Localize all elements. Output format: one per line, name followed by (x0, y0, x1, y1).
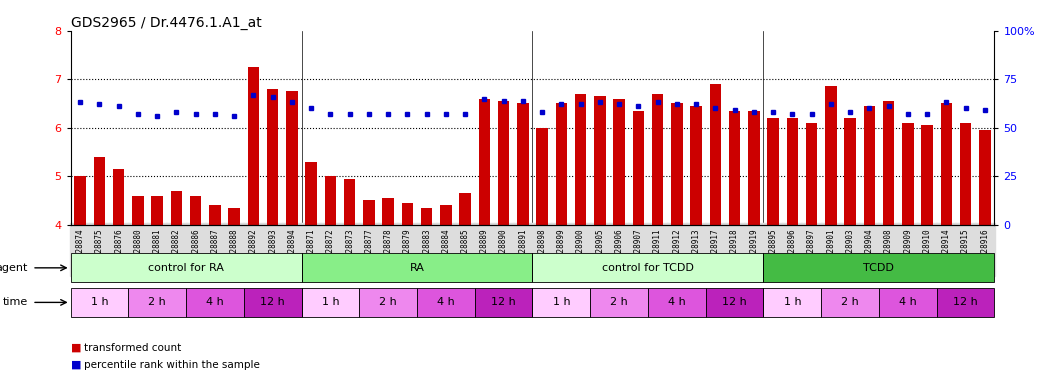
Bar (532, 288, 591, 317)
Bar (652, 94, 663, 225)
Bar (537, 127, 548, 225)
Bar (936, 288, 994, 317)
Bar (748, 111, 760, 225)
Text: TCDD: TCDD (864, 263, 895, 273)
Text: 2 h: 2 h (841, 297, 858, 308)
Bar (267, 89, 278, 225)
Bar (301, 288, 359, 317)
Bar (474, 288, 532, 317)
Bar (440, 205, 452, 225)
Bar (902, 123, 913, 225)
Text: 4 h: 4 h (899, 297, 917, 308)
Text: time: time (3, 297, 28, 308)
Bar (763, 288, 821, 317)
Text: 1 h: 1 h (784, 297, 801, 308)
Bar (479, 99, 490, 225)
Bar (71, 253, 301, 282)
Text: 12 h: 12 h (722, 297, 747, 308)
Bar (132, 195, 143, 225)
Bar (591, 288, 648, 317)
Bar (632, 111, 645, 225)
Bar (460, 193, 471, 225)
Bar (186, 288, 244, 317)
Bar (922, 125, 933, 225)
Bar (190, 195, 201, 225)
Bar (113, 169, 125, 225)
Bar (729, 111, 740, 225)
Text: 1 h: 1 h (552, 297, 570, 308)
Bar (344, 179, 355, 225)
Bar (209, 205, 221, 225)
Bar (594, 96, 605, 225)
Text: 4 h: 4 h (207, 297, 224, 308)
Bar (420, 208, 433, 225)
Bar (382, 198, 393, 225)
Text: control for TCDD: control for TCDD (602, 263, 694, 273)
Text: GDS2965 / Dr.4476.1.A1_at: GDS2965 / Dr.4476.1.A1_at (71, 16, 262, 30)
Bar (363, 200, 375, 225)
Bar (613, 99, 625, 225)
Bar (763, 253, 994, 282)
Text: percentile rank within the sample: percentile rank within the sample (84, 360, 260, 370)
Text: ■: ■ (71, 360, 81, 370)
Bar (690, 106, 702, 225)
Bar (129, 288, 186, 317)
Bar (882, 101, 895, 225)
Bar (575, 94, 586, 225)
Text: 2 h: 2 h (610, 297, 628, 308)
Text: transformed count: transformed count (84, 343, 182, 353)
Bar (152, 195, 163, 225)
Text: ■: ■ (71, 343, 81, 353)
Bar (648, 288, 706, 317)
Text: RA: RA (410, 263, 425, 273)
Bar (671, 103, 683, 225)
Bar (75, 176, 86, 225)
Bar (498, 101, 510, 225)
Bar (248, 67, 260, 225)
Bar (940, 103, 952, 225)
Text: 12 h: 12 h (491, 297, 516, 308)
Bar (706, 288, 763, 317)
Bar (359, 288, 417, 317)
Bar (879, 288, 936, 317)
Bar (825, 86, 837, 225)
Bar (864, 106, 875, 225)
Bar (517, 103, 528, 225)
Text: 4 h: 4 h (668, 297, 686, 308)
Bar (417, 288, 474, 317)
Bar (532, 253, 763, 282)
Bar (286, 91, 298, 225)
Bar (960, 123, 972, 225)
Bar (71, 288, 129, 317)
Bar (555, 103, 567, 225)
Bar (805, 123, 817, 225)
Bar (767, 118, 778, 225)
Bar (787, 118, 798, 225)
Text: control for RA: control for RA (148, 263, 224, 273)
Text: 1 h: 1 h (322, 297, 339, 308)
Text: 12 h: 12 h (953, 297, 978, 308)
Bar (402, 203, 413, 225)
Bar (301, 253, 532, 282)
Bar (244, 288, 301, 317)
Text: 12 h: 12 h (261, 297, 285, 308)
Bar (305, 162, 317, 225)
Text: 1 h: 1 h (90, 297, 108, 308)
Bar (93, 157, 105, 225)
Text: 2 h: 2 h (379, 297, 397, 308)
Text: 4 h: 4 h (437, 297, 455, 308)
Bar (844, 118, 855, 225)
Bar (821, 288, 879, 317)
Bar (170, 191, 183, 225)
Bar (710, 84, 721, 225)
Bar (228, 208, 240, 225)
Bar (979, 130, 990, 225)
Bar (325, 176, 336, 225)
Text: 2 h: 2 h (148, 297, 166, 308)
Text: agent: agent (0, 263, 28, 273)
